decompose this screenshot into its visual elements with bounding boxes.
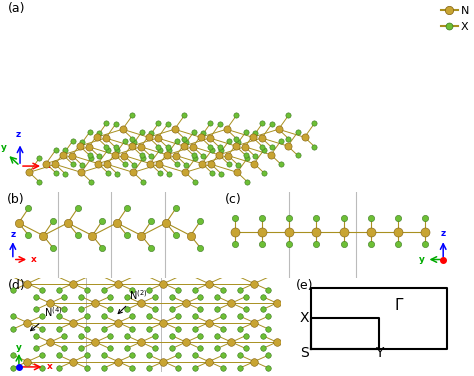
Text: (a): (a) xyxy=(8,2,26,15)
Legend: N, X: N, X xyxy=(437,2,474,36)
Text: X: X xyxy=(300,311,309,325)
Text: (e): (e) xyxy=(296,279,313,292)
Text: y: y xyxy=(419,255,425,264)
Text: y: y xyxy=(1,143,7,152)
Text: $\Gamma$: $\Gamma$ xyxy=(394,297,405,313)
Text: x: x xyxy=(47,362,53,371)
Text: Y: Y xyxy=(375,346,383,360)
Text: S: S xyxy=(300,346,309,360)
Text: z: z xyxy=(10,230,16,239)
Text: y: y xyxy=(16,343,22,352)
Text: (b): (b) xyxy=(7,193,25,206)
Text: (d): (d) xyxy=(8,279,25,292)
Text: z: z xyxy=(441,229,446,238)
Text: x: x xyxy=(30,255,36,264)
Text: N$^{(2)}$: N$^{(2)}$ xyxy=(118,288,147,314)
Text: (c): (c) xyxy=(225,193,242,206)
Text: x: x xyxy=(46,161,51,170)
Text: N$^{(4)}$: N$^{(4)}$ xyxy=(30,305,62,331)
Text: z: z xyxy=(16,130,21,139)
